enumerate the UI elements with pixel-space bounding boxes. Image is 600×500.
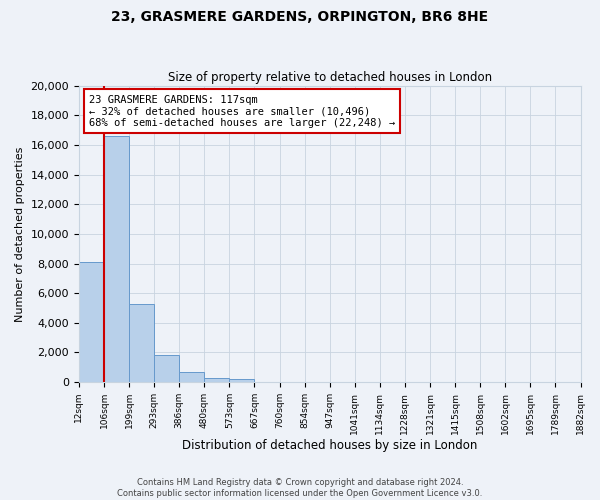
Bar [104, 136, 129, 382]
Text: Contains HM Land Registry data © Crown copyright and database right 2024.
Contai: Contains HM Land Registry data © Crown c… [118, 478, 482, 498]
Bar [79, 262, 104, 382]
Bar [154, 356, 179, 382]
Y-axis label: Number of detached properties: Number of detached properties [15, 146, 25, 322]
Bar [179, 372, 205, 382]
Text: 23, GRASMERE GARDENS, ORPINGTON, BR6 8HE: 23, GRASMERE GARDENS, ORPINGTON, BR6 8HE [112, 10, 488, 24]
Bar [229, 379, 254, 382]
Text: 23 GRASMERE GARDENS: 117sqm
← 32% of detached houses are smaller (10,496)
68% of: 23 GRASMERE GARDENS: 117sqm ← 32% of det… [89, 94, 395, 128]
Bar [205, 378, 229, 382]
Title: Size of property relative to detached houses in London: Size of property relative to detached ho… [167, 72, 492, 85]
Bar [129, 304, 154, 382]
X-axis label: Distribution of detached houses by size in London: Distribution of detached houses by size … [182, 440, 478, 452]
